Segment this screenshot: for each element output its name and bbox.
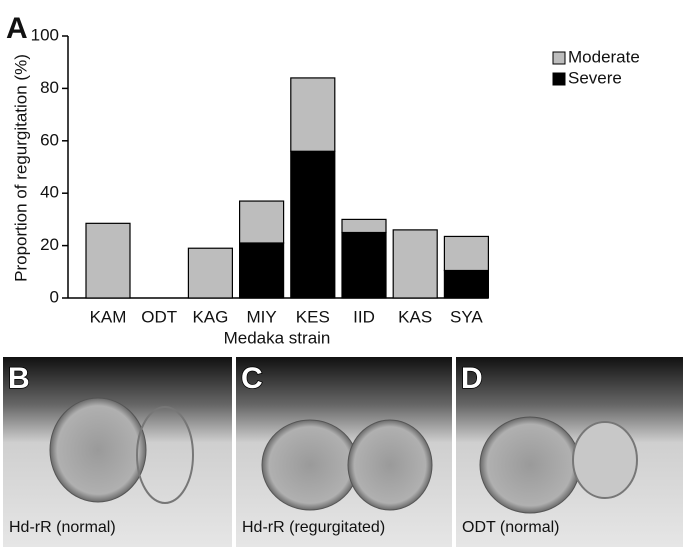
y-tick-label: 20 (40, 235, 59, 254)
panel-label: C (241, 362, 263, 395)
legend-swatch (552, 72, 566, 86)
panel-caption: ODT (normal) (462, 519, 560, 536)
y-tick-label: 0 (50, 287, 59, 306)
bar-segment (187, 247, 233, 299)
x-tick-label: KAG (192, 307, 228, 326)
photo-feature (479, 416, 581, 514)
y-axis-label: Proportion of regurgitation (%) (11, 54, 30, 282)
figure-label: A (6, 12, 28, 45)
bar-segment (290, 77, 336, 152)
photo-feature (347, 419, 433, 511)
bar-segment (341, 231, 387, 299)
photo-panel (456, 357, 683, 547)
x-tick-label: IID (353, 307, 375, 326)
photo-feature (572, 421, 638, 499)
panel-label: B (8, 362, 30, 395)
bar-segment (239, 242, 285, 299)
photo-panel (3, 357, 232, 547)
panel-caption: Hd-rR (regurgitated) (242, 519, 385, 536)
bar-segment (392, 229, 438, 299)
legend-swatch (552, 51, 566, 65)
panel-label: D (461, 362, 483, 395)
x-tick-label: KAS (398, 307, 432, 326)
photo-feature (136, 406, 194, 504)
x-tick-label: ODT (141, 307, 177, 326)
legend-label: Moderate (568, 47, 640, 66)
photo-panel (236, 357, 452, 547)
bar-segment (239, 200, 285, 244)
bar-segment (443, 235, 489, 272)
legend-label: Severe (568, 68, 622, 87)
x-tick-label: MIY (246, 307, 276, 326)
x-tick-label: KAM (90, 307, 127, 326)
bar-segment (443, 269, 489, 299)
x-axis-label: Medaka strain (224, 328, 331, 347)
bar-segment (290, 150, 336, 299)
y-tick-label: 40 (40, 183, 59, 202)
bar-segment (341, 218, 387, 234)
x-tick-label: KES (296, 307, 330, 326)
y-tick-label: 80 (40, 78, 59, 97)
y-tick-label: 100 (31, 25, 59, 44)
x-tick-label: SYA (450, 307, 483, 326)
photo-feature (261, 419, 359, 511)
bar-segment (85, 222, 131, 299)
y-tick-label: 60 (40, 130, 59, 149)
panel-caption: Hd-rR (normal) (9, 519, 116, 536)
photo-feature (49, 397, 147, 503)
